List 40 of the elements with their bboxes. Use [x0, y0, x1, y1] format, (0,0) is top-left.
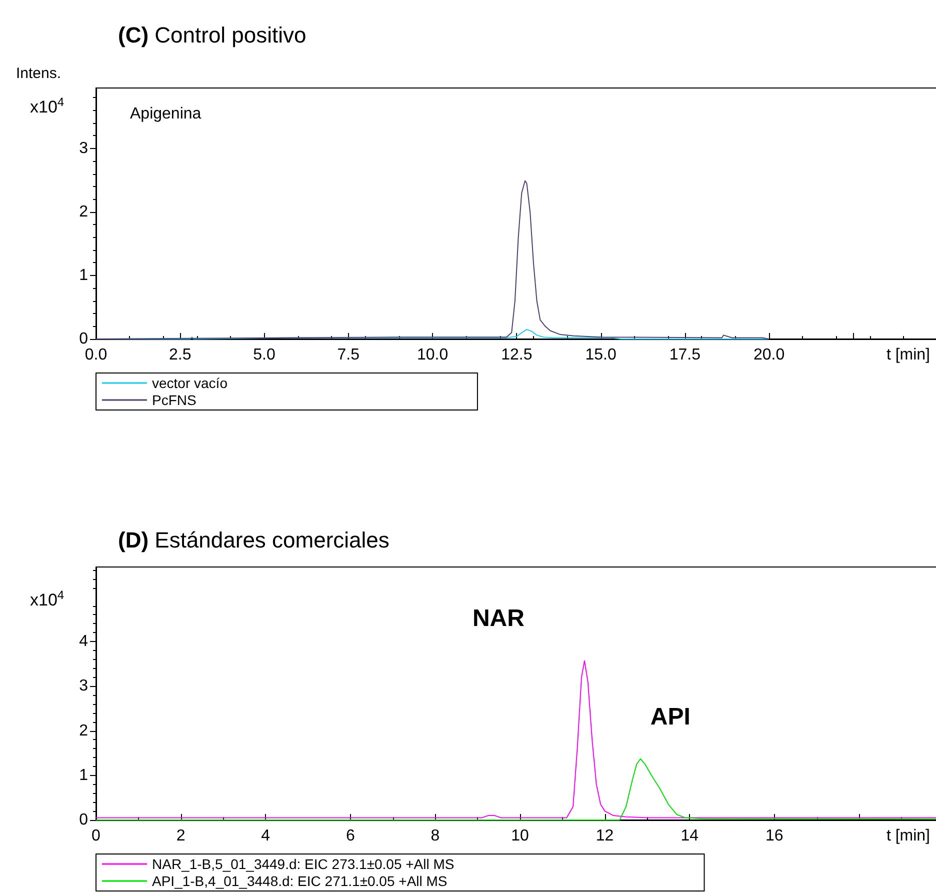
y-tick-label: 3 — [79, 678, 88, 695]
x-tick-label: 8 — [430, 828, 440, 844]
y-tick-label: 2 — [79, 722, 88, 740]
x-tick-label: 12.5 — [501, 346, 532, 364]
x-axis-title: t [min] — [886, 828, 930, 844]
y-tick-label: 4 — [79, 633, 88, 650]
x-tick-label: 6 — [346, 828, 355, 844]
y-tick-label: 0 — [79, 330, 88, 348]
x-tick-label: 7.5 — [337, 346, 360, 364]
x-tick-label: 5.0 — [253, 346, 276, 364]
annotation: NAR — [472, 605, 524, 632]
x-tick-label: 4 — [261, 828, 270, 844]
y-axis-title: Intens. — [16, 65, 62, 82]
line-series — [96, 180, 770, 340]
legend-label: vector vacío — [152, 375, 228, 391]
annotation: Apigenina — [130, 106, 202, 122]
x-tick-label: 14 — [680, 828, 699, 844]
x-tick-label: 16 — [766, 828, 784, 844]
annotation: API — [650, 703, 690, 730]
x-tick-label: 15.0 — [585, 346, 616, 364]
x-tick-label: 17.5 — [669, 346, 701, 364]
legend-label: PcFNS — [152, 392, 196, 408]
y-tick-label: 0 — [79, 812, 88, 828]
x-tick-label: 0.0 — [84, 346, 108, 364]
x-tick-label: 0 — [92, 828, 101, 844]
x-tick-label: 12 — [596, 828, 614, 844]
y-tick-label: 1 — [79, 266, 88, 284]
x-axis-title: t [min] — [886, 346, 930, 364]
y-tick-label: 1 — [79, 766, 88, 784]
x-tick-label: 2 — [176, 828, 186, 844]
x-tick-label: 2.5 — [169, 346, 192, 364]
x-tick-label: 20.0 — [753, 346, 785, 364]
y-tick-label: 3 — [79, 140, 88, 157]
y-tick-label: 2 — [79, 203, 88, 220]
legend-label: API_1-B,4_01_3448.d: EIC 271.1±0.05 +All MS — [152, 873, 448, 889]
legend-label: NAR_1-B,5_01_3449.d: EIC 273.1±0.05 +All MS — [152, 856, 454, 872]
chart-title: (C) Control positivo — [118, 22, 306, 48]
x-tick-label: 10 — [511, 828, 529, 844]
x-tick-label: 10.0 — [416, 346, 448, 364]
chart-title: (D) Estándares comerciales — [118, 528, 390, 552]
